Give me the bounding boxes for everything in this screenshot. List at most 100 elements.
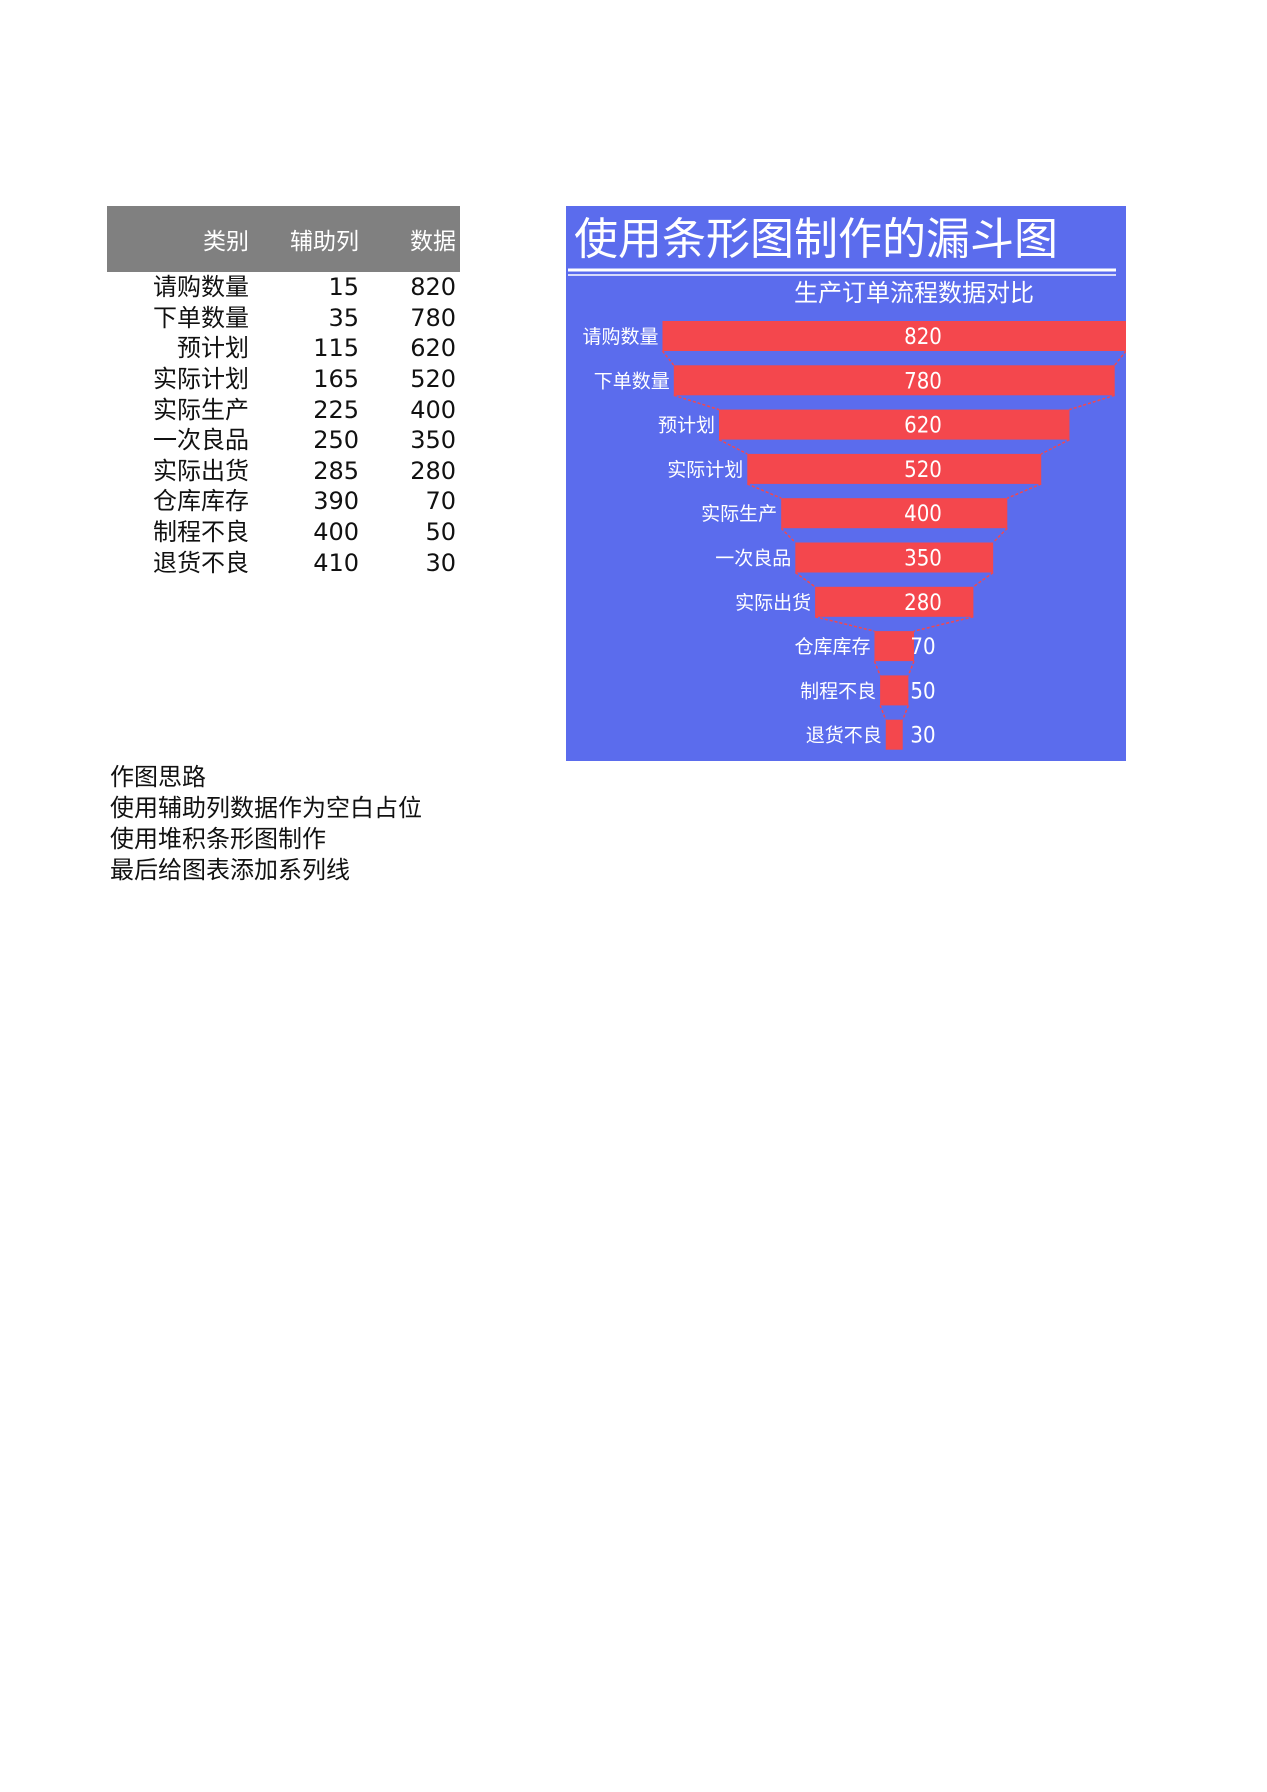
helper-cell: 285: [313, 456, 359, 485]
bar[interactable]: [880, 675, 909, 706]
category-label: 实际出货: [735, 592, 811, 614]
category-label: 实际计划: [667, 459, 743, 481]
category-cell: 实际生产: [153, 395, 249, 424]
bar[interactable]: [874, 631, 915, 662]
header-data: 数据: [363, 206, 460, 272]
bar[interactable]: [662, 321, 1126, 351]
table-row: 仓库库存 390 70: [107, 486, 460, 517]
helper-cell: 410: [313, 548, 359, 577]
series-line: [1114, 350, 1126, 366]
table-row: 请购数量 15 820: [107, 272, 460, 303]
helper-cell: 225: [313, 395, 359, 424]
category-label: 一次良品: [715, 548, 791, 570]
series-line: [873, 660, 881, 676]
data-cell: 70: [425, 487, 456, 516]
notes-line: 最后给图表添加系列线: [110, 856, 350, 884]
series-line: [1040, 438, 1070, 455]
series-line: [661, 350, 675, 366]
data-cell: 280: [410, 456, 456, 485]
category-label: 下单数量: [594, 370, 670, 392]
helper-cell: 390: [313, 487, 359, 516]
chart-subtitle: 生产订单流程数据对比: [794, 279, 1034, 307]
bar-value-label: 70: [910, 635, 935, 660]
bar-value-label: 350: [904, 547, 942, 572]
category-cell: 退货不良: [153, 548, 249, 577]
chart-title: 使用条形图制作的漏斗图: [574, 214, 1058, 265]
table-row: 实际生产 225 400: [107, 394, 460, 425]
series-line: [673, 394, 720, 411]
table-row: 制程不良 400 50: [107, 517, 460, 548]
category-label: 仓库库存: [794, 636, 870, 658]
category-label: 请购数量: [582, 326, 658, 348]
chart-svg: 使用条形图制作的漏斗图 生产订单流程数据对比 820 请购数量 780 下单数量 620…: [566, 206, 1126, 761]
series-line: [879, 705, 887, 720]
notes-line: 使用堆积条形图制作: [110, 825, 326, 853]
bar[interactable]: [673, 365, 1115, 396]
series-line: [1007, 483, 1042, 499]
data-table: 类别 辅助列 数据 请购数量 15 820 下单数量 35 780 预计划 115 620 实际计…: [107, 206, 460, 578]
table-row: 下单数量 35 780: [107, 303, 460, 334]
bar-value-label: 520: [904, 458, 942, 483]
data-cell: 520: [410, 365, 456, 394]
bar[interactable]: [781, 498, 1008, 529]
bar[interactable]: [719, 409, 1070, 440]
category-label: 预计划: [658, 415, 715, 437]
notes: 作图思路 使用辅助列数据作为空白占位 使用堆积条形图制作 最后给图表添加系列线: [110, 762, 422, 886]
category-cell: 实际计划: [153, 365, 249, 394]
data-cell: 350: [410, 426, 456, 455]
bar-value-label: 280: [904, 591, 942, 616]
data-cell: 620: [410, 334, 456, 363]
helper-cell: 35: [328, 303, 359, 332]
bar-value-label: 400: [904, 502, 942, 527]
table-row: 一次良品 250 350: [107, 425, 460, 456]
category-label: 退货不良: [806, 725, 882, 747]
data-cell: 30: [425, 548, 456, 577]
series-line: [972, 571, 994, 588]
bar-value-label: 820: [904, 325, 942, 350]
data-cell: 820: [410, 273, 456, 302]
series-line: [907, 660, 915, 676]
plot-area: 820 请购数量 780 下单数量 620 预计划 520 实际计划 400 实际生产 350 一次良…: [582, 321, 1126, 750]
series-line: [913, 616, 974, 632]
bar[interactable]: [885, 719, 903, 750]
helper-cell: 400: [313, 518, 359, 547]
series-line: [902, 705, 910, 720]
helper-cell: 15: [328, 273, 359, 302]
table-row: 退货不良 410 30: [107, 547, 460, 578]
bar-value-label: 780: [904, 369, 942, 394]
header-helper: 辅助列: [253, 206, 363, 272]
category-cell: 实际出货: [153, 456, 249, 485]
category-cell: 仓库库存: [153, 487, 249, 516]
data-cell: 780: [410, 303, 456, 332]
table-row: 实际计划 165 520: [107, 364, 460, 395]
category-cell: 预计划: [177, 334, 249, 363]
notes-line: 使用辅助列数据作为空白占位: [110, 794, 422, 822]
series-line: [1069, 394, 1115, 411]
category-cell: 下单数量: [153, 303, 249, 332]
series-line: [992, 527, 1008, 544]
bar-value-label: 30: [910, 724, 935, 749]
series-line: [746, 483, 782, 499]
series-line: [780, 527, 796, 544]
bar[interactable]: [815, 586, 974, 617]
category-cell: 一次良品: [153, 426, 249, 455]
bar-value-label: 620: [904, 414, 942, 439]
table-header-row: 类别 辅助列 数据: [107, 206, 460, 272]
bar[interactable]: [747, 453, 1042, 484]
data-cell: 400: [410, 395, 456, 424]
series-line: [718, 438, 748, 455]
bar[interactable]: [795, 542, 994, 573]
table-row: 预计划 115 620: [107, 333, 460, 364]
data-cell: 50: [425, 518, 456, 547]
category-label: 制程不良: [800, 680, 876, 702]
series-line: [814, 616, 875, 632]
category-cell: 制程不良: [153, 518, 249, 547]
category-cell: 请购数量: [153, 273, 249, 302]
header-category: 类别: [107, 206, 253, 272]
funnel-chart[interactable]: 使用条形图制作的漏斗图 生产订单流程数据对比 820 请购数量 780 下单数量 620…: [566, 206, 1126, 761]
bar-value-label: 50: [910, 679, 935, 704]
notes-title: 作图思路: [110, 763, 206, 791]
table-row: 实际出货 285 280: [107, 456, 460, 487]
category-label: 实际生产: [701, 503, 777, 525]
series-line: [794, 571, 816, 588]
